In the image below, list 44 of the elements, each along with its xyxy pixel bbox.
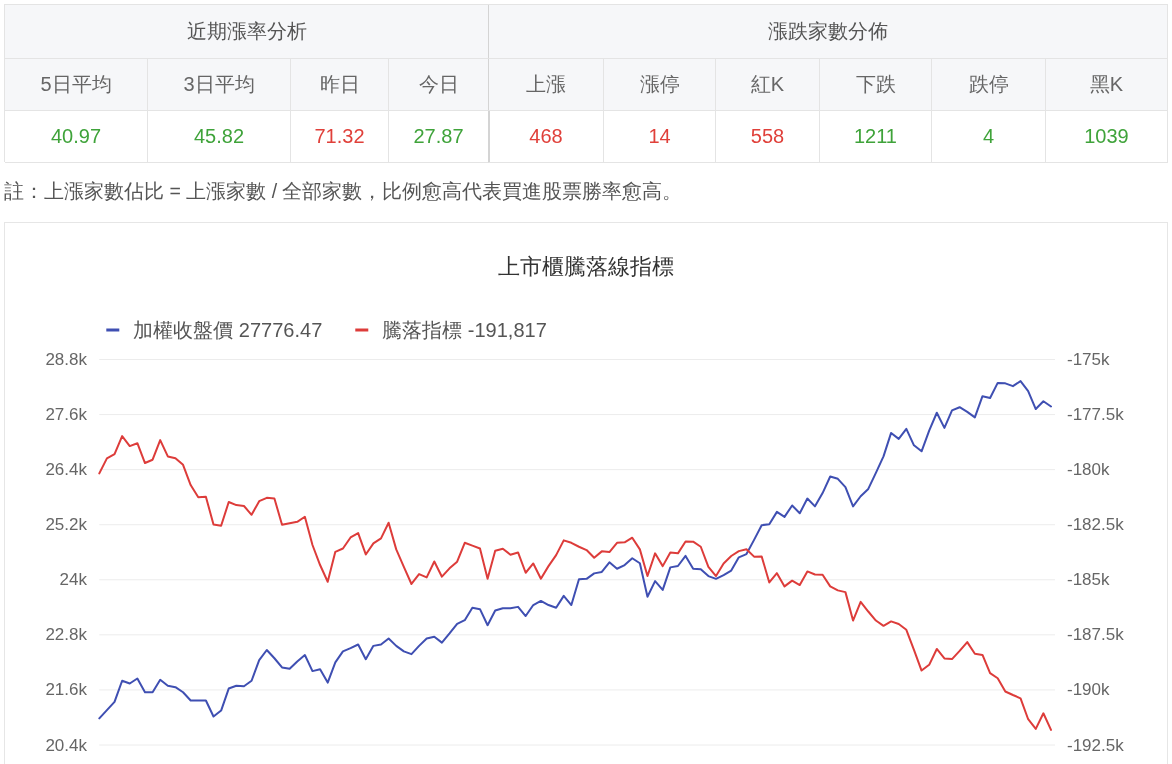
category-label: 5日平均: [40, 72, 112, 97]
category-label: 下跌: [855, 72, 896, 97]
legend-label: 騰落指標 -191,817: [382, 319, 547, 341]
data-label: 14: [648, 125, 671, 148]
y2-tick-label: -182.5k: [1067, 515, 1125, 535]
y2-tick-label: -190k: [1067, 680, 1111, 700]
category-label: 昨日: [319, 72, 360, 97]
chart-title: 上市櫃騰落線指標: [498, 253, 674, 279]
category-label: 黑K: [1089, 72, 1124, 97]
y-tick-label: 28.8k: [45, 350, 88, 369]
y-tick-label: 26.4k: [45, 460, 88, 480]
data-label: 27.87: [413, 125, 464, 148]
y-tick-label: 20.4k: [45, 735, 88, 755]
category-label: 漲停: [639, 72, 680, 97]
data-label: 1211: [853, 125, 897, 148]
y2-tick-label: -192.5k: [1067, 735, 1125, 755]
category-label: 跌停: [968, 72, 1009, 97]
text: 註：上漲家數佔比 = 上漲家數 / 全部家數，比例愈高代表買進股票勝率愈高。: [4, 179, 683, 204]
data-label: 4: [982, 125, 995, 148]
category-label: 3日平均: [183, 72, 255, 97]
data-label: 1039: [1084, 125, 1129, 148]
y-tick-label: 22.8k: [45, 625, 88, 645]
data-label: 558: [750, 125, 785, 148]
category-label: 今日: [418, 72, 459, 97]
y-tick-label: 24k: [59, 570, 88, 590]
legend-label: 加權收盤價 27776.47: [133, 319, 323, 341]
y2-tick-label: -180k: [1067, 460, 1111, 480]
line-series: [98, 380, 1052, 720]
y-tick-label: 25.2k: [45, 515, 88, 535]
y2-tick-label: -177.5k: [1067, 405, 1125, 425]
data-label: 468: [529, 125, 563, 148]
data-label: 45.82: [193, 125, 245, 148]
category-label: 紅K: [750, 72, 785, 97]
data-label: 71.32: [314, 125, 365, 148]
text: 近期漲率分析: [186, 19, 307, 44]
y2-tick-label: -187.5k: [1067, 625, 1125, 645]
y2-tick-label: -185k: [1067, 570, 1111, 590]
y2-tick-label: -175k: [1067, 350, 1111, 369]
y-tick-label: 21.6k: [45, 680, 88, 700]
line-series: [98, 435, 1052, 731]
text: 漲跌家數分佈: [768, 19, 888, 44]
category-label: 上漲: [526, 72, 566, 97]
data-label: 40.97: [50, 125, 102, 148]
y-tick-label: 27.6k: [45, 405, 88, 425]
